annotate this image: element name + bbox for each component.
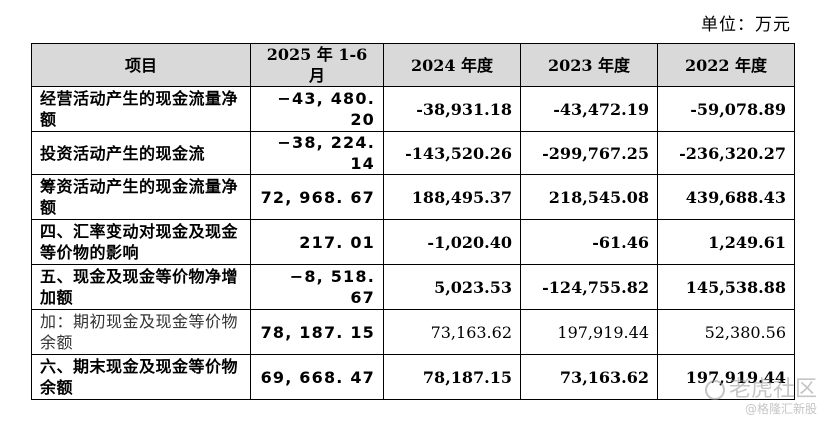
watermark: 老虎社区 @格隆汇新股 — [704, 377, 817, 416]
cell-value: 217. 01 — [250, 219, 384, 265]
cell-value: 145,538.88 — [657, 264, 795, 310]
table-row: 五、现金及现金等价物净增加额 −8, 518. 67 5,023.53 -124… — [31, 264, 795, 310]
watermark-line2: @格隆汇新股 — [744, 402, 817, 416]
cell-value: -59,078.89 — [657, 86, 795, 132]
table-row: 加：期初现金及现金等价物余额 78, 187. 15 73,163.62 197… — [31, 309, 795, 355]
row-label: 加：期初现金及现金等价物余额 — [31, 309, 251, 355]
cell-value: 73,163.62 — [383, 309, 521, 355]
header-item: 项目 — [31, 43, 251, 87]
row-label: 投资活动产生的现金流 — [31, 131, 251, 175]
cell-value: 1,249.61 — [657, 219, 795, 265]
row-label: 六、期末现金及现金等价物余额 — [31, 354, 251, 400]
cell-value: -61.46 — [520, 219, 658, 265]
cell-value: 439,688.43 — [657, 174, 795, 220]
cell-value: 78,187.15 — [383, 354, 521, 400]
table-row: 投资活动产生的现金流 −38, 224. 14 -143,520.26 -299… — [31, 131, 795, 175]
header-2024: 2024 年度 — [383, 43, 521, 87]
watermark-line1: 老虎社区 — [728, 377, 817, 402]
table-row: 六、期末现金及现金等价物余额 69, 668. 47 78,187.15 73,… — [31, 354, 795, 400]
cell-value: 73,163.62 — [520, 354, 658, 400]
cell-value: 72, 968. 67 — [250, 174, 384, 220]
row-label: 五、现金及现金等价物净增加额 — [31, 264, 251, 310]
cell-value: -143,520.26 — [383, 131, 521, 175]
cell-value: 78, 187. 15 — [250, 309, 384, 355]
cell-value: -124,755.82 — [520, 264, 658, 310]
cell-value: -236,320.27 — [657, 131, 795, 175]
row-label: 筹资活动产生的现金流量净额 — [31, 174, 251, 220]
row-label: 四、汇率变动对现金及现金等价物的影响 — [31, 219, 251, 265]
cell-value: 52,380.56 — [657, 309, 795, 355]
tiger-icon — [704, 380, 725, 400]
header-2023: 2023 年度 — [520, 43, 658, 87]
cell-value: −43, 480. 20 — [250, 86, 384, 132]
cell-value: −8, 518. 67 — [250, 264, 384, 310]
cell-value: 218,545.08 — [520, 174, 658, 220]
cell-value: -1,020.40 — [383, 219, 521, 265]
cell-value: -299,767.25 — [520, 131, 658, 175]
header-2025h1: 2025 年 1-6 月 — [250, 43, 384, 87]
table-row: 经营活动产生的现金流量净额 −43, 480. 20 -38,931.18 -4… — [31, 86, 795, 132]
cell-value: 5,023.53 — [383, 264, 521, 310]
header-2022: 2022 年度 — [657, 43, 795, 87]
cell-value: -38,931.18 — [383, 86, 521, 132]
unit-label: 单位：万元 — [701, 15, 791, 35]
row-label: 经营活动产生的现金流量净额 — [31, 86, 251, 132]
cell-value: 69, 668. 47 — [250, 354, 384, 400]
cash-flow-table: 项目 2025 年 1-6 月 2024 年度 2023 年度 2022 年度 … — [31, 43, 795, 400]
cell-value: 197,919.44 — [520, 309, 658, 355]
table-row: 四、汇率变动对现金及现金等价物的影响 217. 01 -1,020.40 -61… — [31, 219, 795, 265]
table-row: 筹资活动产生的现金流量净额 72, 968. 67 188,495.37 218… — [31, 174, 795, 220]
cell-value: 188,495.37 — [383, 174, 521, 220]
header-row: 项目 2025 年 1-6 月 2024 年度 2023 年度 2022 年度 — [31, 43, 795, 87]
cell-value: −38, 224. 14 — [250, 131, 384, 175]
cell-value: -43,472.19 — [520, 86, 658, 132]
